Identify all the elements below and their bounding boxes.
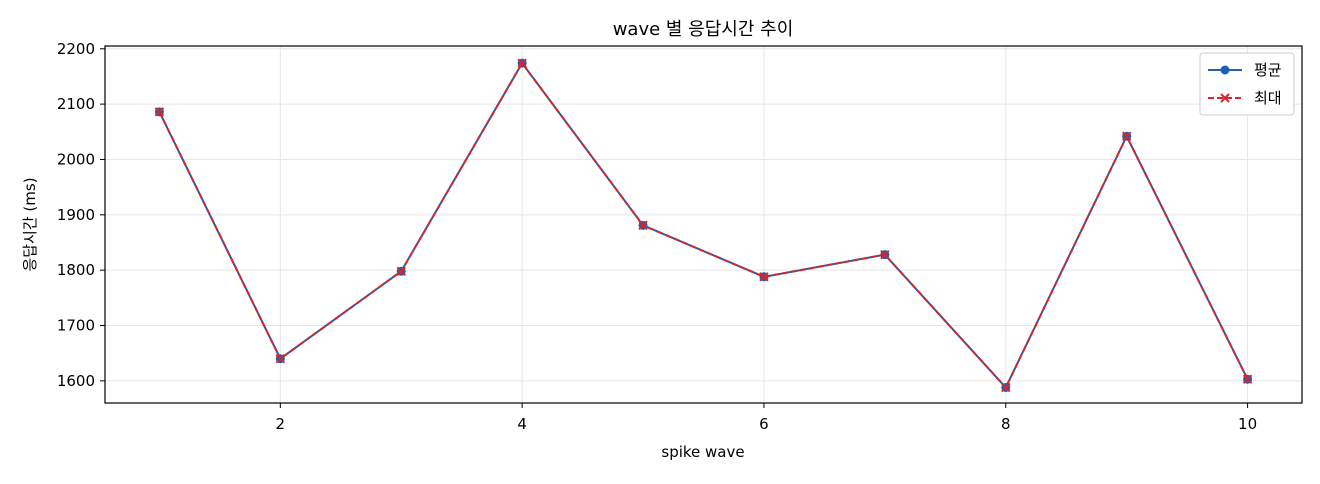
data-point-max bbox=[275, 354, 286, 364]
x-tick-label: 8 bbox=[1001, 415, 1011, 433]
legend: 평균 최대 bbox=[1199, 52, 1295, 116]
y-tick-label: 2000 bbox=[57, 150, 95, 168]
legend-marker-max bbox=[1220, 93, 1230, 103]
data-point-max bbox=[396, 266, 406, 276]
y-axis-ticks: 1600 1700 1800 1900 2000 2100 2200 bbox=[57, 40, 105, 390]
x-tick-label: 6 bbox=[759, 415, 769, 433]
y-tick-label: 2200 bbox=[57, 40, 95, 58]
y-tick-label: 2100 bbox=[57, 95, 95, 113]
data-point-max bbox=[1001, 382, 1011, 393]
data-point-max bbox=[1121, 131, 1132, 141]
axes bbox=[104, 45, 1303, 404]
y-tick-label: 1800 bbox=[57, 261, 95, 279]
series bbox=[154, 58, 1253, 393]
x-tick-label: 2 bbox=[276, 415, 286, 433]
x-tick-label: 10 bbox=[1238, 415, 1257, 433]
legend-label-max: 최대 bbox=[1254, 89, 1282, 107]
grid bbox=[105, 46, 1302, 403]
y-tick-label: 1700 bbox=[57, 317, 95, 335]
x-axis-label: spike wave bbox=[661, 443, 744, 461]
plot-area-frame bbox=[104, 45, 1303, 404]
y-tick-label: 1900 bbox=[57, 206, 95, 224]
y-axis-label: 응답시간 (ms) bbox=[21, 177, 39, 271]
data-point-max bbox=[759, 272, 769, 282]
x-axis-ticks: 2 4 6 8 10 bbox=[276, 403, 1257, 433]
y-tick-label: 1600 bbox=[57, 372, 95, 390]
legend-marker-avg bbox=[1220, 65, 1230, 75]
data-point-max bbox=[517, 58, 527, 68]
series-line-2 bbox=[158, 61, 1249, 390]
x-tick-label: 4 bbox=[517, 415, 527, 433]
data-point-max bbox=[154, 107, 165, 117]
data-point-max bbox=[638, 220, 648, 231]
legend-label-avg: 평균 bbox=[1254, 61, 1282, 79]
data-point-max bbox=[880, 249, 890, 260]
data-point-max bbox=[1242, 374, 1253, 384]
chart-title: wave 별 응답시간 추이 bbox=[613, 19, 794, 40]
